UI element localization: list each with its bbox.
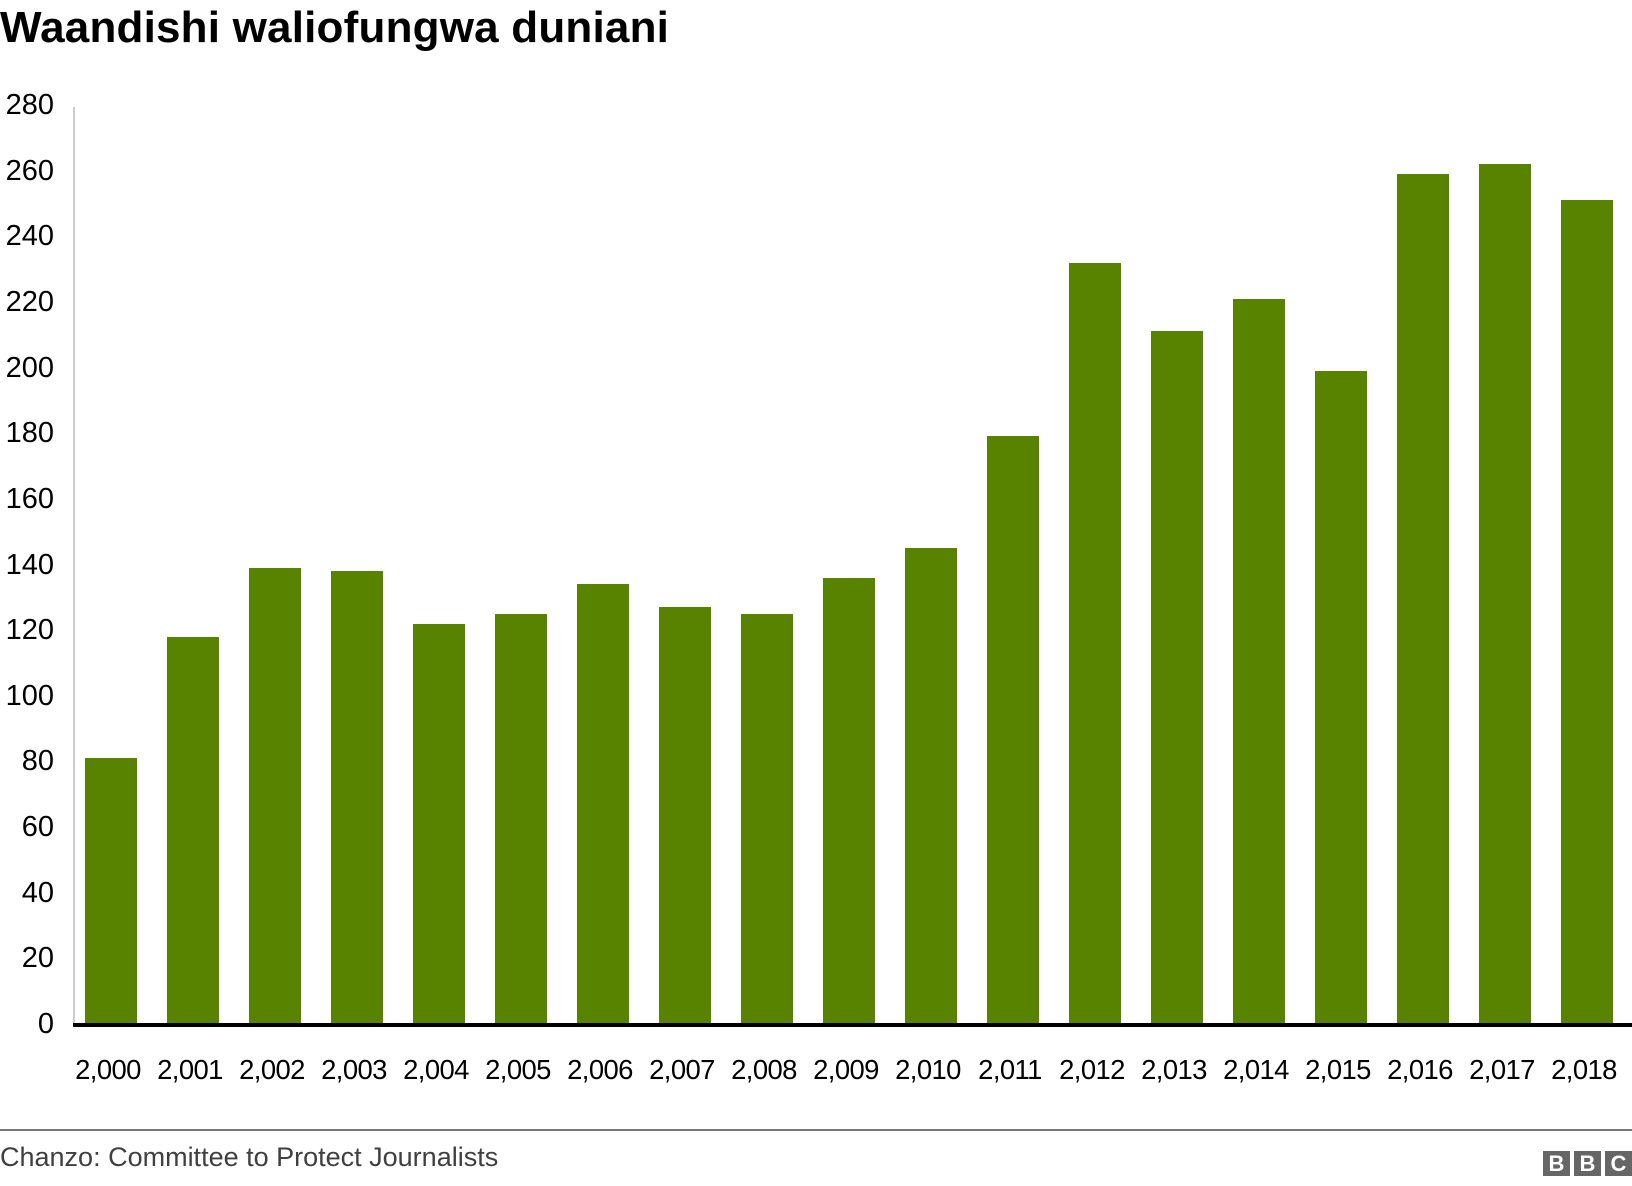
bar: [905, 548, 957, 1024]
bar: [1233, 298, 1285, 1024]
bar: [741, 613, 793, 1024]
x-tick-label: 2,013: [1141, 1054, 1207, 1085]
x-tick-label: 2,012: [1059, 1054, 1125, 1085]
bbc-logo-letter-b2: B: [1574, 1151, 1601, 1176]
y-tick-label: 20: [21, 942, 54, 975]
bar: [249, 567, 301, 1024]
bar: [85, 758, 137, 1024]
x-tick-label: 2,003: [321, 1054, 387, 1085]
x-axis-baseline: [73, 1023, 1632, 1027]
source-note: Chanzo: Committee to Protect Journalists: [0, 1142, 499, 1172]
x-tick-label: 2,008: [731, 1054, 797, 1085]
bar: [823, 577, 875, 1024]
x-tick-label: 2,016: [1387, 1054, 1453, 1085]
x-tick-label: 2,011: [978, 1054, 1042, 1085]
bar: [331, 571, 383, 1024]
y-tick-label: 200: [5, 351, 54, 384]
bbc-logo-letter-c: C: [1605, 1151, 1632, 1176]
y-tick-label: 160: [5, 482, 54, 515]
x-tick-label: 2,009: [813, 1054, 879, 1085]
y-tick-label: 180: [5, 417, 54, 450]
x-tick-label: 2,005: [485, 1054, 551, 1085]
y-tick-label: 120: [5, 614, 54, 647]
bar: [987, 436, 1039, 1024]
y-tick-label: 80: [21, 745, 54, 778]
y-tick-label: 240: [5, 220, 54, 253]
bbc-logo-letter-b1: B: [1543, 1151, 1570, 1176]
x-tick-label: 2,002: [239, 1054, 305, 1085]
bbc-logo: B B C: [1543, 1151, 1632, 1176]
x-tick-label: 2,014: [1223, 1054, 1289, 1085]
x-tick-label: 2,007: [649, 1054, 715, 1085]
bar: [1479, 164, 1531, 1024]
bar: [495, 613, 547, 1024]
bar: [1315, 370, 1367, 1024]
y-tick-label: 40: [21, 876, 54, 909]
footer-divider: [0, 1129, 1632, 1131]
x-tick-label: 2,010: [895, 1054, 961, 1085]
chart-title: Waandishi waliofungwa duniani: [0, 3, 670, 52]
bar: [1151, 331, 1203, 1024]
bar: [659, 607, 711, 1024]
y-tick-label: 260: [5, 154, 54, 187]
x-tick-label: 2,017: [1469, 1054, 1535, 1085]
bar: [413, 623, 465, 1024]
bar: [1397, 173, 1449, 1024]
y-tick-label: 280: [5, 89, 54, 121]
bar-chart: 0 20 40 60 80 100 120 140 160 180 200 220 240 260 280 …: [5, 89, 1632, 1085]
bar: [1069, 262, 1121, 1024]
x-tick-label: 2,004: [403, 1054, 469, 1085]
bar: [1561, 200, 1613, 1024]
y-tick-label: 140: [5, 548, 54, 581]
y-axis-line: [73, 107, 75, 1024]
x-tick-label: 2,001: [157, 1054, 223, 1085]
x-tick-label: 2,000: [75, 1054, 141, 1085]
bar: [167, 636, 219, 1024]
bar: [577, 584, 629, 1024]
x-tick-label: 2,018: [1551, 1054, 1617, 1085]
y-tick-label: 220: [5, 285, 54, 318]
y-tick-label: 100: [5, 679, 54, 712]
y-tick-label: 60: [21, 811, 54, 844]
x-tick-label: 2,006: [567, 1054, 633, 1085]
y-tick-label: 0: [37, 1008, 54, 1040]
x-tick-label: 2,015: [1305, 1054, 1371, 1085]
